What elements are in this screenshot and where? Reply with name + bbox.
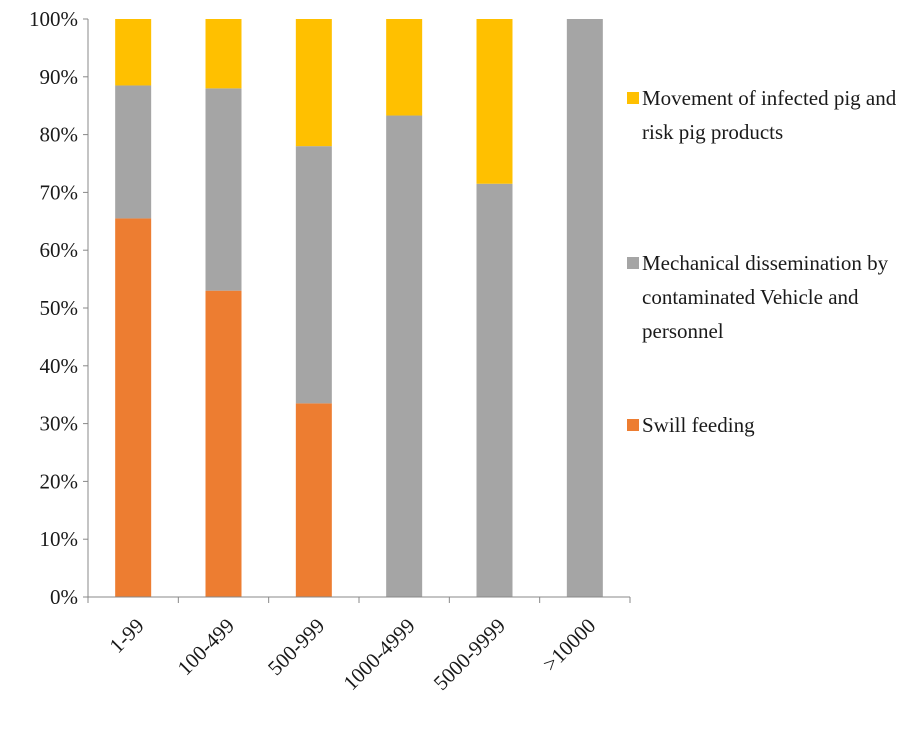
legend-label: Movement of infected pig and bbox=[642, 86, 897, 110]
bar-segment-1-3 bbox=[386, 115, 423, 597]
bar-segment-2-1 bbox=[205, 19, 242, 89]
x-category-label: 1-99 bbox=[105, 614, 149, 658]
bar-segment-1-2 bbox=[295, 146, 332, 404]
legend-label: Mechanical dissemination by bbox=[642, 251, 889, 275]
y-tick-labels: 0% 10% 20% 30% 40% 50% 60% 70% 80% 90% 100% bbox=[29, 7, 78, 609]
legend-swatch bbox=[627, 257, 639, 269]
y-tick-label: 0% bbox=[50, 585, 78, 609]
y-tick-label: 10% bbox=[40, 527, 79, 551]
y-tick-label: 30% bbox=[40, 412, 79, 436]
bar-segment-2-4 bbox=[476, 19, 513, 184]
bar-segment-1-4 bbox=[476, 183, 513, 598]
y-tick-label: 80% bbox=[40, 123, 79, 147]
x-tick-labels: 1-99 100-499 500-999 1000-4999 5000-9999 >100… bbox=[105, 614, 601, 695]
x-category-label: 100-499 bbox=[173, 614, 239, 680]
bar-segment-1-1 bbox=[205, 88, 242, 291]
x-category-label: 500-999 bbox=[263, 614, 329, 680]
bar-segment-0-1 bbox=[205, 290, 242, 597]
bar-segment-2-2 bbox=[295, 19, 332, 147]
y-tick-label: 40% bbox=[40, 354, 79, 378]
legend-swatch bbox=[627, 92, 639, 104]
legend-label: Swill feeding bbox=[642, 413, 755, 437]
bar-segment-2-3 bbox=[386, 19, 423, 116]
axis-layer bbox=[83, 18, 631, 603]
x-category-label: 1000-4999 bbox=[338, 614, 419, 695]
y-tick-label: 90% bbox=[40, 65, 79, 89]
bars-layer bbox=[115, 19, 603, 598]
y-tick-label: 20% bbox=[40, 469, 79, 493]
y-tick-label: 70% bbox=[40, 180, 79, 204]
y-tick-label: 50% bbox=[40, 296, 79, 320]
y-tick-label: 60% bbox=[40, 238, 79, 262]
x-category-label: 5000-9999 bbox=[429, 614, 510, 695]
bar-segment-0-2 bbox=[295, 403, 332, 597]
legend: Movement of infected pig and risk pig pro… bbox=[627, 86, 897, 437]
legend-label: risk pig products bbox=[642, 120, 783, 144]
legend-swatch bbox=[627, 419, 639, 431]
legend-label: contaminated Vehicle and bbox=[642, 285, 859, 309]
bar-segment-0-0 bbox=[115, 218, 152, 597]
legend-label: personnel bbox=[642, 319, 724, 343]
bar-segment-1-5 bbox=[566, 19, 603, 597]
bar-segment-2-0 bbox=[115, 19, 152, 86]
y-tick-label: 100% bbox=[29, 7, 78, 31]
bar-segment-1-0 bbox=[115, 85, 152, 219]
x-category-label: >10000 bbox=[538, 614, 600, 676]
